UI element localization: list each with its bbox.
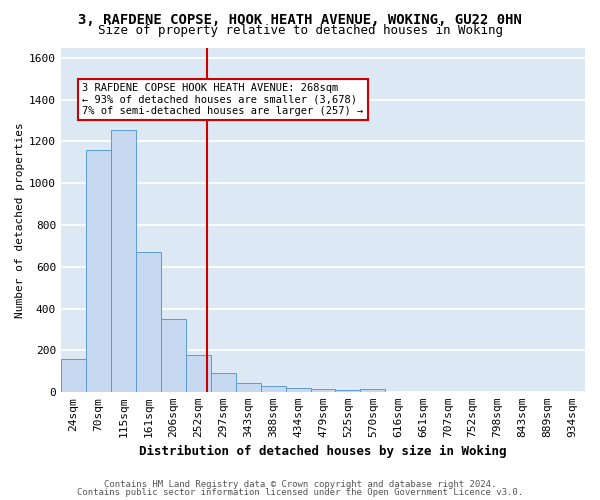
Bar <box>211 374 236 392</box>
Bar <box>86 150 111 392</box>
X-axis label: Distribution of detached houses by size in Woking: Distribution of detached houses by size … <box>139 444 507 458</box>
Text: Size of property relative to detached houses in Woking: Size of property relative to detached ho… <box>97 24 503 37</box>
Text: Contains public sector information licensed under the Open Government Licence v3: Contains public sector information licen… <box>77 488 523 497</box>
Bar <box>361 389 385 392</box>
Bar <box>236 382 260 392</box>
Bar <box>136 252 161 392</box>
Bar <box>161 319 186 392</box>
Bar <box>260 386 286 392</box>
Bar <box>111 130 136 392</box>
Bar <box>286 388 311 392</box>
Text: 3 RAFDENE COPSE HOOK HEATH AVENUE: 268sqm
← 93% of detached houses are smaller (: 3 RAFDENE COPSE HOOK HEATH AVENUE: 268sq… <box>82 83 364 116</box>
Bar <box>61 358 86 392</box>
Bar <box>311 389 335 392</box>
Y-axis label: Number of detached properties: Number of detached properties <box>15 122 25 318</box>
Bar <box>335 390 361 392</box>
Text: Contains HM Land Registry data © Crown copyright and database right 2024.: Contains HM Land Registry data © Crown c… <box>104 480 496 489</box>
Bar <box>186 354 211 392</box>
Text: 3, RAFDENE COPSE, HOOK HEATH AVENUE, WOKING, GU22 0HN: 3, RAFDENE COPSE, HOOK HEATH AVENUE, WOK… <box>78 12 522 26</box>
